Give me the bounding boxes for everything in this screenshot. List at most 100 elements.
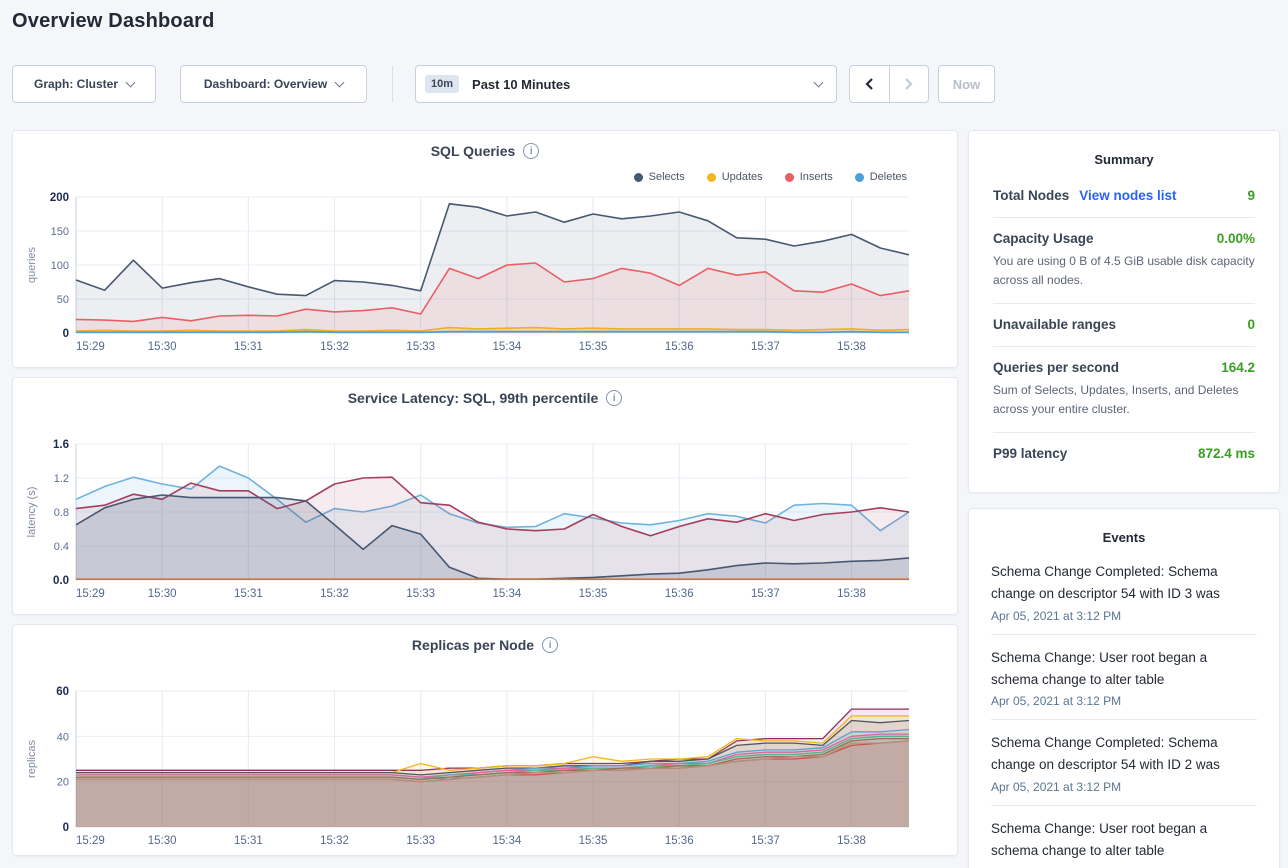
- summary-row-label: Capacity Usage: [993, 231, 1094, 246]
- chart-canvas-replicas-per-node[interactable]: 15:29 15:30 15:31 15:32 15:33 15:34 15:35 15:36…: [21, 673, 951, 855]
- svg-text:15:31: 15:31: [234, 835, 263, 847]
- chevron-left-icon: [865, 78, 874, 90]
- summary-row: Capacity Usage 0.00% You are using 0 B of …: [993, 218, 1255, 305]
- info-icon[interactable]: i: [606, 390, 623, 406]
- svg-text:15:34: 15:34: [492, 835, 521, 847]
- svg-text:1.2: 1.2: [54, 473, 69, 485]
- legend-item[interactable]: Selects: [633, 171, 685, 183]
- svg-text:15:38: 15:38: [837, 835, 866, 847]
- info-icon[interactable]: i: [542, 637, 559, 653]
- event-item[interactable]: Schema Change: User root began a schema …: [991, 635, 1257, 721]
- svg-text:15:36: 15:36: [665, 835, 694, 847]
- legend-label: Inserts: [799, 171, 833, 183]
- chart-canvas-service-latency[interactable]: 15:29 15:30 15:31 15:32 15:33 15:34 15:35 15:36…: [21, 426, 951, 608]
- svg-text:15:33: 15:33: [406, 588, 435, 600]
- event-timestamp: Apr 05, 2021 at 3:12 PM: [991, 608, 1122, 623]
- legend-item[interactable]: Deletes: [854, 171, 907, 183]
- svg-text:15:36: 15:36: [665, 588, 694, 600]
- summary-row-label: Unavailable ranges: [993, 317, 1117, 333]
- svg-text:15:35: 15:35: [579, 835, 608, 847]
- event-text: Schema Change Completed: Schema change o…: [991, 735, 1220, 773]
- event-item[interactable]: Schema Change Completed: Schema change o…: [991, 720, 1257, 807]
- dashboard-dropdown-button[interactable]: Dashboard: Overview: [180, 65, 367, 103]
- svg-text:60: 60: [56, 686, 69, 698]
- svg-text:15:35: 15:35: [579, 341, 608, 353]
- next-time-button[interactable]: [888, 66, 929, 102]
- now-button[interactable]: Now: [938, 65, 995, 103]
- svg-text:15:30: 15:30: [148, 835, 177, 847]
- svg-text:100: 100: [51, 260, 69, 272]
- svg-text:15:31: 15:31: [234, 341, 263, 353]
- chart-title: SQL Queries: [430, 143, 516, 159]
- events-panel: Events Schema Change Completed: Schema c…: [968, 508, 1280, 868]
- summary-rows: Total Nodes View nodes list 9 Capacity Usag…: [969, 167, 1279, 475]
- svg-text:latency (s): latency (s): [26, 487, 38, 538]
- svg-text:15:35: 15:35: [579, 588, 608, 600]
- time-range-dropdown[interactable]: 10m Past 10 Minutes: [415, 65, 837, 103]
- time-step-buttons: [849, 65, 929, 103]
- chevron-right-icon: [904, 78, 913, 90]
- time-range-label: Past 10 Minutes: [472, 76, 571, 92]
- svg-text:20: 20: [57, 777, 69, 789]
- svg-text:15:31: 15:31: [234, 588, 263, 600]
- graph-dropdown-button[interactable]: Graph: Cluster: [12, 65, 156, 103]
- event-timestamp: Apr 05, 2021 at 3:12 PM: [991, 694, 1122, 709]
- summary-row: P99 latency 872.4 ms: [993, 433, 1255, 475]
- legend-dot-icon: [706, 172, 716, 182]
- legend-item[interactable]: Inserts: [784, 171, 833, 183]
- svg-text:15:37: 15:37: [751, 835, 780, 847]
- svg-text:15:33: 15:33: [406, 835, 435, 847]
- legend-label: Selects: [648, 171, 685, 183]
- svg-text:15:29: 15:29: [76, 835, 105, 847]
- chevron-down-icon: [334, 77, 345, 87]
- svg-text:15:30: 15:30: [148, 588, 177, 600]
- svg-text:15:36: 15:36: [665, 341, 694, 353]
- event-text: Schema Change Completed: Schema change o…: [991, 564, 1220, 601]
- legend-dot-icon: [784, 172, 794, 182]
- svg-text:200: 200: [50, 192, 69, 204]
- service-latency-chart-card: Service Latency: SQL, 99th percentile i …: [12, 377, 958, 615]
- svg-text:0.4: 0.4: [54, 541, 69, 553]
- svg-text:50: 50: [57, 294, 69, 306]
- info-icon[interactable]: i: [523, 143, 540, 159]
- prev-time-button[interactable]: [850, 66, 889, 102]
- event-timestamp: Apr 05, 2021 at 3:11 PM: [991, 866, 1257, 868]
- toolbar-divider: [392, 66, 393, 102]
- event-text: Schema Change: User root began a schema …: [991, 821, 1208, 859]
- svg-text:15:30: 15:30: [148, 341, 177, 353]
- svg-text:15:38: 15:38: [837, 588, 866, 600]
- event-item[interactable]: Schema Change Completed: Schema change o…: [991, 549, 1257, 635]
- summary-row-value: 0.00%: [1216, 231, 1255, 246]
- svg-text:40: 40: [57, 731, 69, 743]
- event-timestamp: Apr 05, 2021 at 3:12 PM: [991, 780, 1122, 795]
- svg-text:15:38: 15:38: [837, 341, 866, 353]
- summary-row-value: 9: [1247, 188, 1255, 203]
- summary-row-label: Queries per second: [993, 360, 1120, 376]
- dashboard-dropdown-label: Dashboard: Overview: [203, 77, 328, 91]
- legend-dot-icon: [633, 172, 643, 182]
- event-item[interactable]: Schema Change: User root began a schema …: [991, 806, 1257, 868]
- svg-text:150: 150: [51, 226, 69, 238]
- summary-title: Summary: [1094, 152, 1154, 167]
- event-text: Schema Change: User root began a schema …: [991, 649, 1208, 687]
- chart-canvas-sql-queries[interactable]: 15:29 15:30 15:31 15:32 15:33 15:34 15:35 15:36…: [21, 179, 951, 361]
- svg-text:15:32: 15:32: [320, 588, 349, 600]
- svg-text:0: 0: [63, 822, 69, 834]
- svg-text:15:29: 15:29: [76, 588, 105, 600]
- svg-text:15:33: 15:33: [406, 341, 435, 353]
- view-nodes-list-link[interactable]: View nodes list: [1079, 188, 1177, 203]
- chevron-down-icon: [813, 77, 824, 87]
- replicas-per-node-chart-card: Replicas per Node i 15:29 15:30 15:31 15:32…: [12, 624, 958, 856]
- legend-dot-icon: [854, 172, 864, 182]
- summary-row-value: 872.4 ms: [1197, 446, 1255, 462]
- svg-text:15:37: 15:37: [751, 588, 780, 600]
- chart-legend: Selects Updates Inserts Deletes: [633, 171, 907, 183]
- svg-text:15:32: 15:32: [320, 835, 349, 847]
- svg-text:replicas: replicas: [26, 740, 38, 778]
- summary-row-subtext: You are using 0 B of 4.5 GiB usable disk…: [993, 254, 1255, 287]
- summary-row-value: 164.2: [1221, 360, 1255, 376]
- summary-row-subtext: Sum of Selects, Updates, Inserts, and De…: [993, 383, 1239, 416]
- events-list: Schema Change Completed: Schema change o…: [969, 545, 1279, 868]
- legend-item[interactable]: Updates: [706, 171, 763, 183]
- summary-row: Unavailable ranges 0: [993, 304, 1255, 348]
